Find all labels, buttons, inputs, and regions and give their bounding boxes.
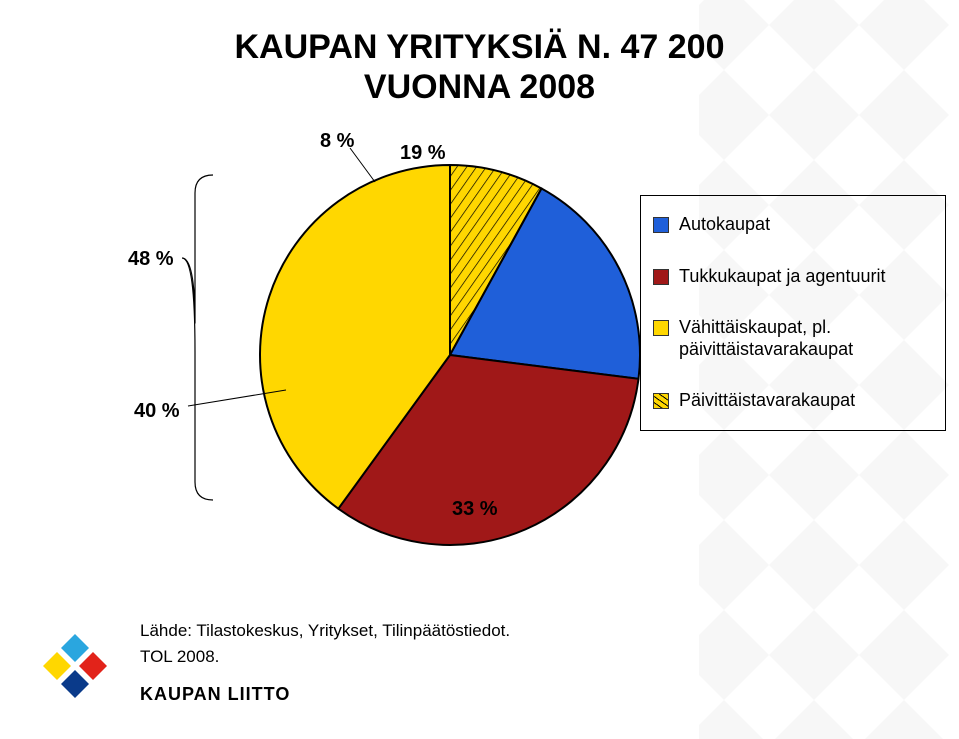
legend-vahittaiskaupat-swatch [653,320,669,336]
title-line-1: KAUPAN YRITYKSIÄ N. 47 200 [0,28,959,67]
legend-paivittaistavara: Päivittäistavarakaupat [653,390,933,412]
legend: Autokaupat Tukkukaupat ja agentuurit Vähit… [640,195,946,431]
legend-tukkukaupat: Tukkukaupat ja agentuurit [653,266,933,288]
source-citation: Lähde: Tilastokeskus, Yritykset, Tilinpä… [140,618,510,669]
source-line-1: Lähde: Tilastokeskus, Yritykset, Tilinpä… [140,618,510,644]
legend-tukkukaupat-label: Tukkukaupat ja agentuurit [679,266,885,288]
label-19pct: 19 % [400,142,446,165]
legend-autokaupat: Autokaupat [653,214,933,236]
legend-tukkukaupat-swatch [653,269,669,285]
legend-paivittaistavara-label: Päivittäistavarakaupat [679,390,855,412]
logo-diamond [43,652,71,680]
legend-autokaupat-swatch [653,217,669,233]
label-40pct: 40 % [134,400,180,423]
legend-paivittaistavara-swatch [653,393,669,409]
label-33pct: 33 % [452,498,498,521]
legend-vahittaiskaupat: Vähittäiskaupat, pl. päivittäistavarakau… [653,317,933,360]
source-line-2: TOL 2008. [140,644,510,670]
brand-logo [30,624,120,709]
label-8pct: 8 % [320,130,354,153]
title-line-2: VUONNA 2008 [0,68,959,107]
brand-name: KAUPAN LIITTO [140,684,290,705]
logo-diamond [79,652,107,680]
logo-diamond [61,670,89,698]
legend-vahittaiskaupat-label: Vähittäiskaupat, pl. päivittäistavarakau… [679,317,933,360]
logo-diamond [61,634,89,662]
label-48pct: 48 % [128,248,174,271]
legend-autokaupat-label: Autokaupat [679,214,770,236]
pie-chart [250,155,650,555]
